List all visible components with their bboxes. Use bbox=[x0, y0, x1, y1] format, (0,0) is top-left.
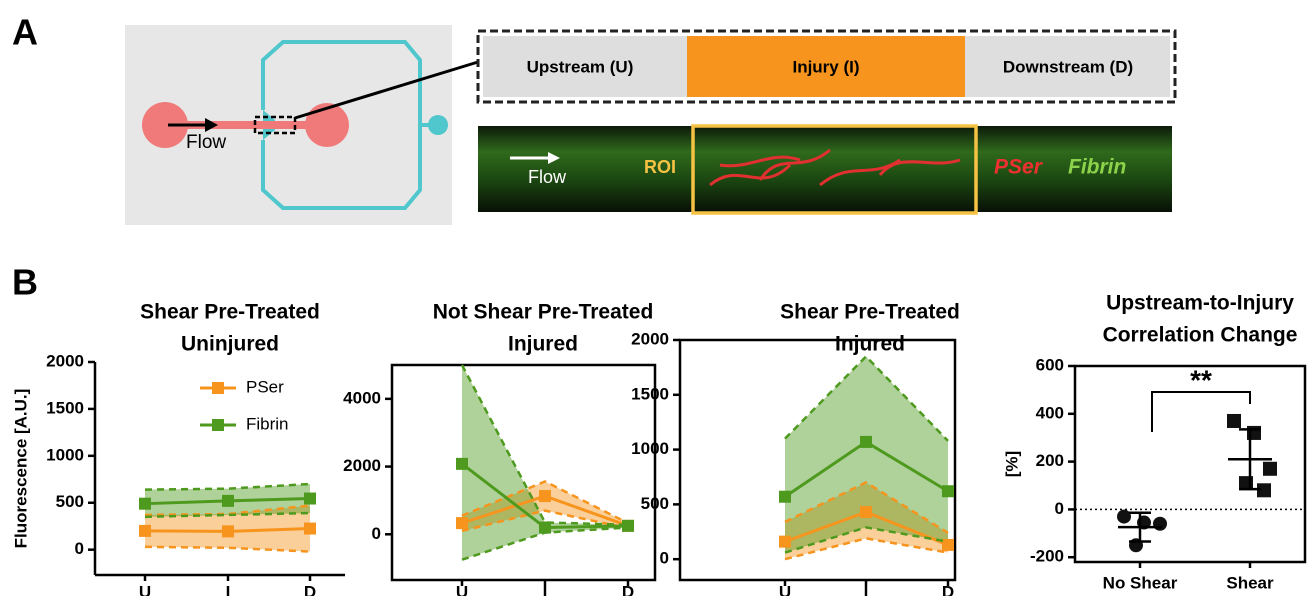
marker bbox=[539, 522, 551, 534]
y-axis-label: Fluorescence [A.U.] bbox=[11, 389, 30, 549]
flow-label: Flow bbox=[186, 132, 226, 153]
marker bbox=[942, 539, 954, 551]
segment-label: Upstream (U) bbox=[527, 57, 634, 76]
roi-label: ROI bbox=[644, 157, 676, 177]
point bbox=[1263, 462, 1277, 476]
significance: ** bbox=[1190, 364, 1212, 395]
plot-frame bbox=[392, 365, 655, 580]
y-tick-label: 500 bbox=[56, 492, 84, 511]
y-tick-label: 0 bbox=[372, 524, 381, 543]
marker bbox=[222, 525, 234, 537]
legend-marker bbox=[212, 382, 224, 394]
x-tick-label: D bbox=[942, 582, 954, 596]
flow-label: Flow bbox=[528, 167, 567, 187]
y-tick-label: 1500 bbox=[46, 398, 84, 417]
x-tick-label: U bbox=[456, 582, 468, 596]
panel-label: A bbox=[12, 12, 38, 53]
legend-marker bbox=[212, 419, 224, 431]
x-tick-label: Shear bbox=[1226, 573, 1274, 592]
marker bbox=[539, 490, 551, 502]
x-tick-label: U bbox=[779, 582, 791, 596]
y-tick-label: 600 bbox=[1036, 355, 1064, 374]
marker bbox=[456, 517, 468, 529]
y-tick-label: 2000 bbox=[46, 351, 84, 370]
point bbox=[1117, 510, 1131, 524]
chart-title: Shear Pre-Treated bbox=[140, 301, 320, 324]
x-tick-label: I bbox=[864, 582, 869, 596]
marker bbox=[860, 436, 872, 448]
marker bbox=[304, 523, 316, 535]
y-tick-label: 1000 bbox=[46, 445, 84, 464]
point bbox=[1153, 517, 1167, 531]
x-tick-label: D bbox=[304, 582, 316, 596]
marker bbox=[222, 495, 234, 507]
legend-label: Fibrin bbox=[246, 414, 289, 433]
chart-title: Injured bbox=[508, 333, 578, 356]
y-tick-label: 0 bbox=[75, 539, 84, 558]
chart-title: Injured bbox=[835, 333, 905, 356]
chart-title: Not Shear Pre-Treated bbox=[433, 301, 654, 324]
y-tick-label: -200 bbox=[1030, 547, 1064, 566]
y-tick-label: 500 bbox=[641, 494, 669, 513]
band bbox=[785, 356, 948, 552]
marker bbox=[456, 458, 468, 470]
marker bbox=[304, 493, 316, 505]
marker bbox=[779, 536, 791, 548]
chart-title: Shear Pre-Treated bbox=[780, 301, 960, 324]
y-tick-label: 400 bbox=[1036, 403, 1064, 422]
y-tick-label: 0 bbox=[660, 549, 669, 568]
x-tick-label: U bbox=[139, 582, 151, 596]
y-tick-label: 200 bbox=[1036, 451, 1064, 470]
chart-title: Correlation Change bbox=[1103, 324, 1298, 347]
segment-label: Downstream (D) bbox=[1003, 57, 1133, 76]
point bbox=[1227, 414, 1241, 428]
legend-label: PSer bbox=[246, 377, 284, 396]
marker bbox=[860, 506, 872, 518]
segment-label: Injury (I) bbox=[792, 57, 859, 76]
marker bbox=[779, 491, 791, 503]
figure: A B Flow Upstream (U) Injury (I) Downstr… bbox=[0, 0, 1308, 596]
y-tick-label: 1000 bbox=[631, 439, 669, 458]
y-tick-label: 2000 bbox=[631, 329, 669, 348]
y-tick-label: 0 bbox=[1055, 499, 1064, 518]
port bbox=[428, 115, 448, 135]
y-axis-label: [%] bbox=[1002, 451, 1021, 477]
x-tick-label: D bbox=[622, 582, 634, 596]
x-tick-label: I bbox=[226, 582, 231, 596]
marker bbox=[139, 498, 151, 510]
x-tick-label: No Shear bbox=[1103, 573, 1178, 592]
chart-title: Upstream-to-Injury bbox=[1106, 292, 1294, 315]
channel-label: Fibrin bbox=[1068, 156, 1126, 179]
channel-label: PSer bbox=[994, 156, 1044, 179]
marker bbox=[942, 485, 954, 497]
x-tick-label: I bbox=[543, 582, 548, 596]
marker bbox=[139, 525, 151, 537]
y-tick-label: 2000 bbox=[343, 456, 381, 475]
chart-title: Uninjured bbox=[181, 333, 279, 356]
marker bbox=[622, 520, 634, 532]
page: A B Flow Upstream (U) Injury (I) Downstr… bbox=[0, 0, 1308, 596]
y-tick-label: 4000 bbox=[343, 388, 381, 407]
y-tick-label: 1500 bbox=[631, 384, 669, 403]
panel-label: B bbox=[12, 262, 38, 303]
